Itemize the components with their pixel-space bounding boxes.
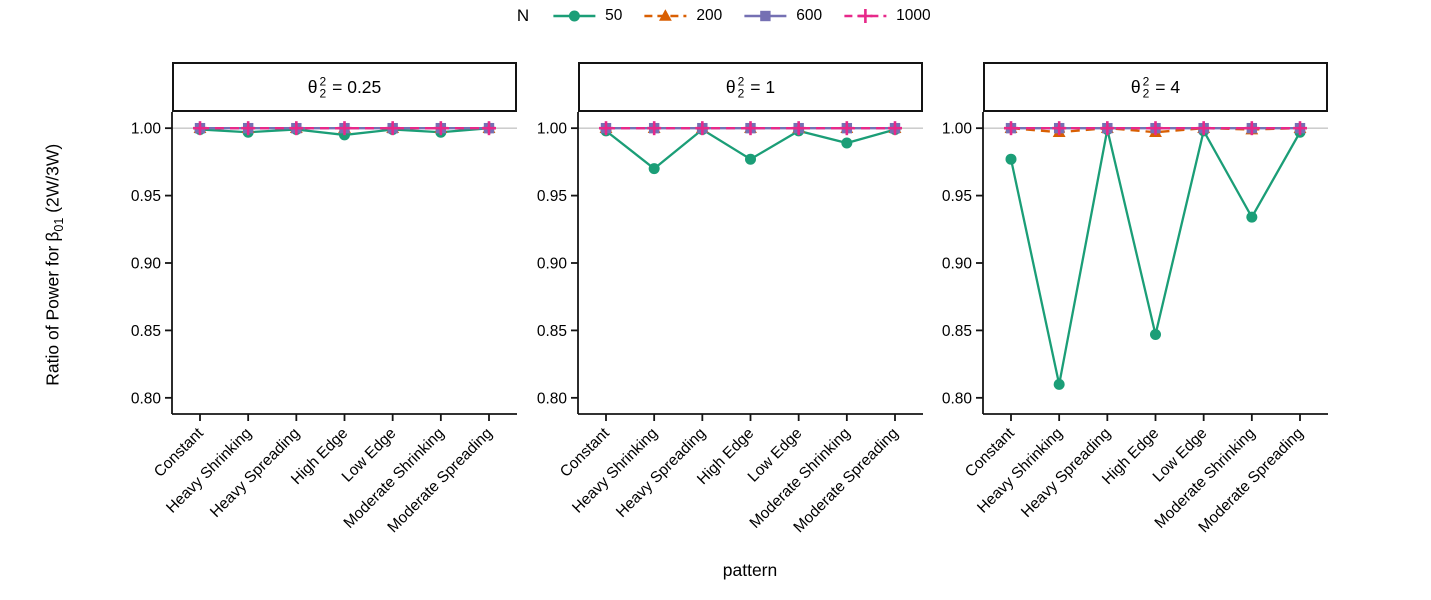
circle-marker <box>1246 211 1258 223</box>
legend-item-1000: 1000 <box>842 6 931 26</box>
triangle-marker <box>659 9 672 21</box>
x-tick-label: Heavy Shrinking <box>163 425 255 517</box>
theta-exponents: 2 2 <box>1143 76 1150 100</box>
theta-symbol: θ <box>307 76 318 97</box>
theta-sup: 2 <box>319 74 327 89</box>
strip-value: = 1 <box>750 76 776 97</box>
x-axis-title: pattern <box>722 560 778 580</box>
x-tick-label: Heavy Spreading <box>1018 425 1114 521</box>
line-circle-icon <box>553 10 596 22</box>
x-tick-label: Heavy Spreading <box>207 425 303 521</box>
y-tick-label: 1.00 <box>942 121 973 138</box>
series-line-50 <box>1009 127 1302 385</box>
y-tick-label: 1.00 <box>537 121 568 138</box>
theta-sub: 2 <box>737 86 745 101</box>
theta-symbol: θ <box>725 76 736 97</box>
square-marker <box>760 10 771 22</box>
y-tick-label: 1.00 <box>131 121 162 138</box>
theta-sub: 2 <box>1142 86 1150 101</box>
facet-strip-0: θ 2 2 = 0.25 <box>172 62 517 112</box>
theta-sup: 2 <box>737 74 745 89</box>
facet-strip-2: θ 2 2 = 4 <box>983 62 1328 112</box>
strip-value: = 4 <box>1155 76 1181 97</box>
theta-sup: 2 <box>1142 74 1150 89</box>
circle-marker <box>648 163 660 175</box>
legend-label: 50 <box>605 7 623 24</box>
theta-symbol: θ <box>1130 76 1141 97</box>
y-tick-label: 0.80 <box>942 390 973 407</box>
y-tick-label: 0.95 <box>131 188 161 205</box>
circle-marker <box>841 137 853 149</box>
y-tick-label: 0.80 <box>537 390 568 407</box>
circle-marker <box>568 10 580 22</box>
theta-sub: 2 <box>319 86 327 101</box>
x-tick-label: Heavy Shrinking <box>569 425 661 517</box>
y-tick-label: 0.85 <box>942 323 972 340</box>
y-tick-label: 0.85 <box>537 323 567 340</box>
circle-marker <box>1005 153 1017 165</box>
facet-strip-1: θ 2 2 = 1 <box>578 62 923 112</box>
legend-label: 1000 <box>896 7 931 24</box>
legend-label: 200 <box>696 7 723 24</box>
circle-marker <box>1053 378 1065 390</box>
strip-value: = 0.25 <box>332 76 382 97</box>
legend-label: 600 <box>796 7 823 24</box>
y-tick-label: 0.80 <box>131 390 162 407</box>
y-tick-label: 0.85 <box>131 323 161 340</box>
x-tick-label: Heavy Spreading <box>613 425 709 521</box>
circle-marker <box>1150 328 1161 340</box>
theta-exponents: 2 2 <box>319 76 326 100</box>
circle-marker <box>745 153 756 165</box>
legend-title: N <box>516 6 530 25</box>
y-tick-label: 0.90 <box>537 256 568 273</box>
y-tick-label: 0.90 <box>942 256 973 273</box>
legend-item-600: 600 <box>742 6 822 26</box>
legend-item-50: 50 <box>551 6 622 26</box>
x-tick-label: Heavy Shrinking <box>974 425 1066 517</box>
y-tick-label: 0.95 <box>942 188 972 205</box>
theta-exponents: 2 2 <box>738 76 745 100</box>
line-square-icon <box>744 10 787 22</box>
line-triangle-icon <box>644 9 687 21</box>
y-tick-label: 0.90 <box>131 256 162 273</box>
y-tick-label: 0.95 <box>537 188 567 205</box>
legend: N 50 200 600 1000 <box>517 3 931 29</box>
line-plus-icon <box>844 9 887 23</box>
legend-item-200: 200 <box>642 6 722 26</box>
